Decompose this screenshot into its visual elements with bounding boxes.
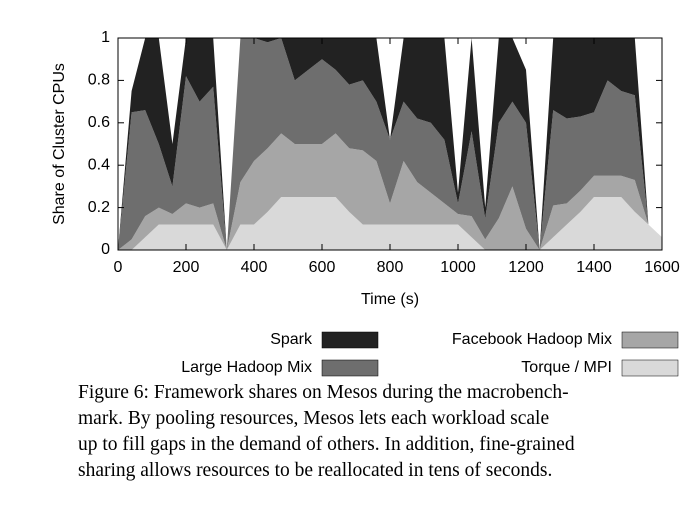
x-tick-label: 600	[309, 259, 336, 276]
y-axis-label: Share of Cluster CPUs	[51, 63, 68, 225]
legend-swatch	[321, 359, 379, 377]
area	[118, 197, 662, 250]
x-tick-label: 1600	[644, 259, 680, 276]
x-tick-label: 1400	[576, 259, 612, 276]
x-tick-label: 400	[241, 259, 268, 276]
x-axis-label: Time (s)	[361, 291, 419, 308]
legend-label: Spark	[270, 331, 313, 348]
area	[118, 38, 662, 250]
caption-line: mark. By pooling resources, Mesos lets e…	[78, 408, 549, 429]
caption-line: Figure 6: Framework shares on Mesos duri…	[78, 382, 569, 403]
x-tick-label: 1000	[440, 259, 476, 276]
legend-label: Torque / MPI	[521, 359, 612, 376]
caption-line: sharing allows resources to be reallocat…	[78, 460, 552, 481]
y-tick-label: 0.6	[88, 114, 110, 131]
x-tick-label: 200	[173, 259, 200, 276]
legend-swatch	[321, 331, 379, 349]
x-tick-label: 800	[377, 259, 404, 276]
area	[118, 38, 662, 250]
y-tick-label: 1	[101, 29, 110, 46]
y-tick-label: 0.8	[88, 72, 110, 89]
legend-swatch	[621, 331, 679, 349]
legend-swatch	[621, 359, 679, 377]
caption-line: up to fill gaps in the demand of others.…	[78, 434, 575, 455]
x-tick-label: 0	[114, 259, 123, 276]
area	[118, 133, 662, 250]
y-tick-label: 0	[101, 241, 110, 258]
x-tick-label: 1200	[508, 259, 544, 276]
legend-label: Facebook Hadoop Mix	[452, 331, 612, 348]
legend-label: Large Hadoop Mix	[181, 359, 312, 376]
y-tick-label: 0.4	[88, 156, 110, 173]
y-tick-label: 0.2	[88, 199, 110, 216]
